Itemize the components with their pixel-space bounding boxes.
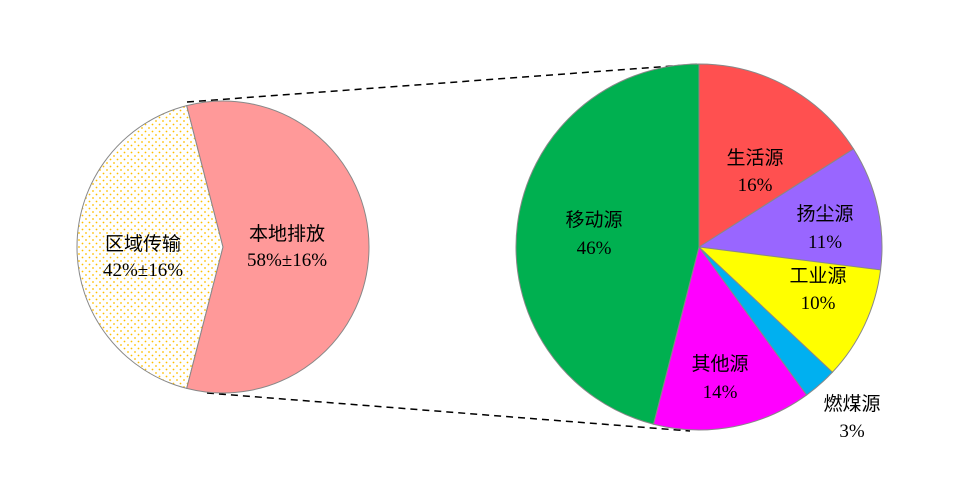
slice-other [652, 245, 808, 431]
label-mobile: 移动源 [565, 209, 622, 231]
label-dust: 扬尘源 [796, 203, 853, 225]
slice-regional-transport [76, 104, 224, 390]
connector-line-top [186, 63, 700, 103]
slice-local-emission [186, 100, 370, 394]
value-local-emission: 58%±16% [247, 250, 327, 271]
label-domestic: 生活源 [726, 147, 783, 169]
label-coal: 燃煤源 [823, 393, 880, 415]
slice-dust [697, 148, 883, 271]
value-regional-transport: 42%±16% [103, 260, 183, 281]
value-other: 14% [703, 382, 738, 403]
label-local-emission: 本地排放 [249, 223, 325, 245]
left-pie [76, 100, 370, 394]
connector-line-bottom [206, 392, 691, 432]
label-industrial: 工业源 [789, 265, 846, 287]
value-domestic: 16% [738, 175, 773, 196]
label-regional-transport: 区域传输 [105, 233, 181, 255]
label-other: 其他源 [691, 353, 748, 375]
value-coal: 3% [839, 421, 865, 442]
value-industrial: 10% [801, 293, 836, 314]
slice-industrial [697, 246, 882, 373]
value-dust: 11% [808, 232, 842, 253]
right-pie [515, 63, 883, 431]
slice-mobile [515, 63, 700, 425]
slice-domestic [698, 63, 855, 248]
value-mobile: 46% [577, 238, 612, 259]
